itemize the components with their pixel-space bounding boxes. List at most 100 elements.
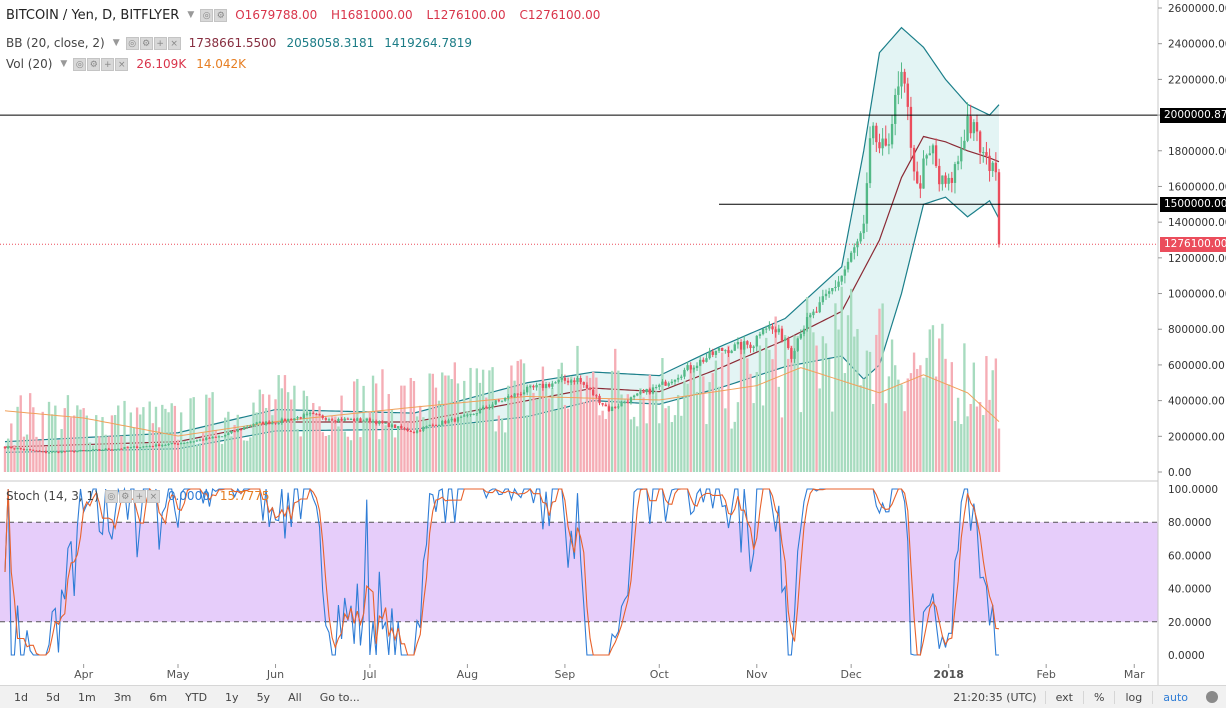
range-1m[interactable]: 1m bbox=[77, 690, 96, 704]
candle-body bbox=[189, 441, 192, 443]
volume-bar bbox=[859, 385, 862, 472]
close-icon[interactable]: × bbox=[146, 489, 160, 503]
volume-bar bbox=[749, 373, 752, 472]
settings-icon[interactable]: ⚙ bbox=[214, 8, 228, 22]
candle-body bbox=[371, 421, 375, 423]
ext-toggle[interactable]: ext bbox=[1044, 690, 1083, 704]
settings-icon[interactable]: ⚙ bbox=[139, 36, 153, 50]
volume-bar bbox=[787, 358, 790, 472]
range-5d[interactable]: 5d bbox=[45, 690, 60, 704]
candle-body bbox=[881, 138, 884, 149]
candle-body bbox=[400, 426, 403, 429]
auto-toggle[interactable]: auto bbox=[1152, 690, 1198, 704]
candle-body bbox=[909, 106, 913, 148]
chevron-down-icon[interactable]: ▼ bbox=[187, 10, 195, 20]
move-icon[interactable]: + bbox=[153, 36, 167, 50]
volume-bar bbox=[604, 418, 607, 472]
volume-bar bbox=[337, 426, 340, 472]
percent-toggle[interactable]: % bbox=[1083, 690, 1114, 704]
candle-body bbox=[164, 444, 167, 446]
eye-icon[interactable]: ◎ bbox=[200, 8, 214, 22]
volume-bar bbox=[934, 376, 938, 472]
volume-bar bbox=[686, 383, 689, 472]
candle-body bbox=[264, 421, 268, 425]
volume-bar bbox=[777, 386, 780, 472]
range-5y[interactable]: 5y bbox=[256, 690, 271, 704]
candle-body bbox=[642, 392, 645, 394]
range-1d[interactable]: 1d bbox=[14, 690, 28, 704]
volume-bar bbox=[708, 382, 711, 472]
candle-body bbox=[966, 116, 969, 141]
move-icon[interactable]: + bbox=[101, 57, 115, 71]
log-toggle[interactable]: log bbox=[1114, 690, 1152, 704]
candle-body bbox=[702, 359, 705, 362]
candle-body bbox=[919, 183, 922, 189]
candle-body bbox=[374, 421, 378, 424]
settings-icon[interactable]: ⚙ bbox=[118, 489, 132, 503]
volume-bar bbox=[535, 399, 538, 472]
volume-bar bbox=[91, 445, 95, 472]
range-6m[interactable]: 6m bbox=[149, 690, 168, 704]
candle-body bbox=[626, 402, 630, 404]
goto-button[interactable]: Go to... bbox=[319, 690, 360, 704]
move-icon[interactable]: + bbox=[132, 489, 146, 503]
candle-body bbox=[787, 339, 790, 349]
volume-bar bbox=[868, 351, 872, 472]
volume-bar bbox=[610, 370, 614, 472]
volume-bar bbox=[658, 423, 661, 472]
vol-ma-value: 14.042K bbox=[196, 57, 247, 71]
volume-bar bbox=[525, 415, 529, 472]
candle-body bbox=[362, 420, 365, 422]
volume-bar bbox=[340, 395, 343, 472]
volume-bar bbox=[315, 413, 318, 472]
eye-icon[interactable]: ◎ bbox=[104, 489, 118, 503]
eye-icon[interactable]: ◎ bbox=[73, 57, 87, 71]
legend-buttons: ◎ ⚙ bbox=[200, 8, 228, 22]
volume-bar bbox=[925, 357, 928, 472]
candle-body bbox=[208, 437, 211, 439]
candle-body bbox=[179, 443, 183, 445]
volume-bar bbox=[721, 352, 724, 472]
volume-bar bbox=[897, 379, 900, 472]
settings-icon[interactable]: ⚙ bbox=[87, 57, 101, 71]
candle-body bbox=[19, 448, 22, 450]
candle-body bbox=[198, 439, 202, 441]
price-chart[interactable]: Apr May Jun Jul Aug Sep Oct Nov Dec 2018 Feb Mar 0.0… bbox=[0, 0, 1226, 685]
volume-bar bbox=[875, 334, 878, 472]
candle-body bbox=[853, 247, 856, 253]
chevron-down-icon[interactable]: ▼ bbox=[60, 59, 68, 69]
candle-body bbox=[573, 380, 576, 383]
eye-icon[interactable]: ◎ bbox=[125, 36, 139, 50]
bb-fill bbox=[5, 27, 999, 453]
volume-bar bbox=[771, 359, 774, 472]
gear-icon[interactable] bbox=[1206, 691, 1218, 703]
candle-body bbox=[868, 138, 872, 184]
volume-bar bbox=[780, 417, 784, 472]
candle-body bbox=[834, 286, 837, 289]
volume-bar bbox=[809, 312, 812, 472]
volume-bar bbox=[595, 377, 598, 472]
range-3m[interactable]: 3m bbox=[113, 690, 132, 704]
range-all[interactable]: All bbox=[288, 690, 302, 704]
chevron-down-icon[interactable]: ▼ bbox=[112, 38, 120, 48]
candle-body bbox=[963, 140, 966, 149]
volume-bar bbox=[702, 376, 705, 472]
volume-bar bbox=[626, 394, 630, 472]
candle-body bbox=[315, 413, 318, 415]
candle-body bbox=[997, 172, 1001, 245]
candle-body bbox=[878, 142, 881, 149]
candle-body bbox=[318, 414, 321, 416]
bottom-toolbar: 1d 5d 1m 3m 6m YTD 1y 5y All Go to... 21… bbox=[0, 685, 1226, 708]
candle-body bbox=[525, 386, 529, 393]
symbol-title: BITCOIN / Yen, D, BITFLYER bbox=[6, 7, 180, 23]
close-icon[interactable]: × bbox=[115, 57, 129, 71]
volume-bar bbox=[321, 432, 324, 472]
candle-body bbox=[953, 164, 957, 183]
volume-bar bbox=[714, 360, 718, 472]
close-icon[interactable]: × bbox=[167, 36, 181, 50]
range-1y[interactable]: 1y bbox=[225, 690, 239, 704]
volume-bar bbox=[774, 316, 777, 472]
volume-bar bbox=[41, 411, 44, 472]
candle-body bbox=[475, 413, 479, 415]
range-ytd[interactable]: YTD bbox=[185, 690, 208, 704]
